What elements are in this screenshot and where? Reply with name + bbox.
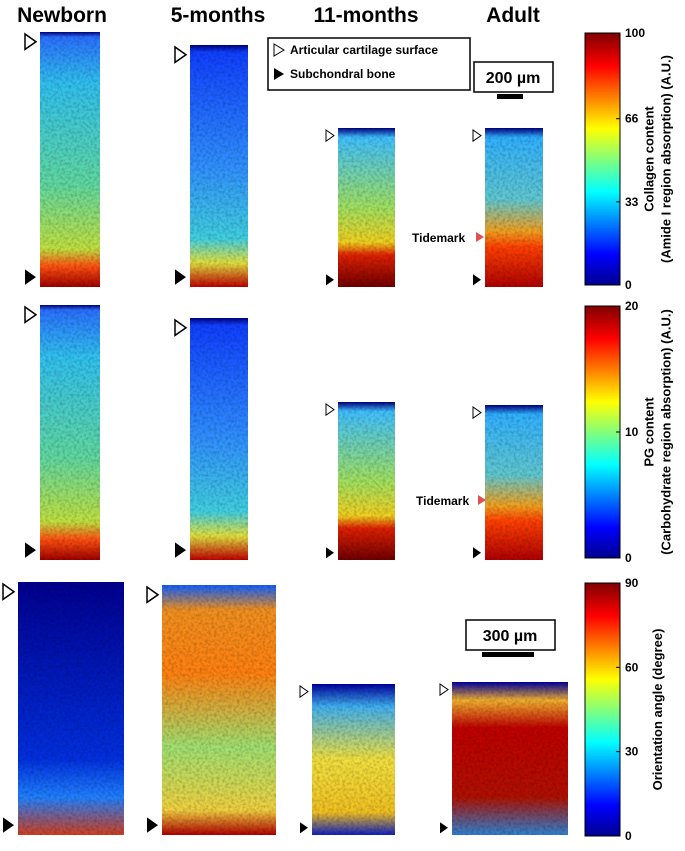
image-texture	[485, 128, 543, 287]
column-header: 11-months	[313, 4, 418, 27]
tidemark-arrow	[476, 232, 484, 242]
surface-marker	[174, 45, 188, 64]
scale-box	[473, 61, 554, 93]
bone-marker	[147, 817, 158, 833]
bone-marker	[25, 269, 36, 285]
colorbar-label: (Carbohydrate region absorption) (A.U.)	[659, 309, 674, 555]
image-texture	[190, 318, 248, 560]
scale-line	[482, 652, 534, 657]
bone-marker	[3, 817, 14, 833]
colorbar-tick-label: 33	[625, 195, 639, 209]
surface-marker	[2, 582, 16, 601]
image-texture	[40, 305, 100, 560]
surface-marker	[439, 683, 449, 697]
colorbar-tick-label: 60	[625, 660, 639, 674]
colorbar-tick-label: 66	[625, 112, 639, 126]
colorbar	[584, 582, 621, 837]
surface-marker	[325, 129, 335, 143]
colorbar	[584, 305, 621, 559]
image-texture	[338, 128, 395, 287]
image-texture	[190, 45, 248, 287]
scale-box	[465, 619, 556, 651]
surface-marker	[174, 318, 188, 337]
column-header: 5-months	[171, 4, 266, 27]
bone-marker	[473, 274, 481, 286]
colorbar-label: PG content	[642, 397, 657, 467]
column-header: Adult	[486, 4, 540, 27]
scale-line	[497, 94, 523, 99]
surface-marker	[24, 305, 38, 324]
tidemarks: Tidemark Tidemark	[412, 231, 486, 508]
bone-marker	[473, 547, 481, 559]
filled-triangle	[274, 68, 284, 80]
image-texture	[40, 32, 100, 287]
image-panels	[2, 32, 568, 835]
surface-marker	[299, 685, 309, 699]
tidemark-arrow	[478, 495, 486, 505]
surface-marker	[325, 403, 335, 417]
surface-marker	[24, 32, 38, 51]
scale-text: 300 µm	[483, 628, 538, 645]
colorbar-label: Orientation angle (degree)	[650, 629, 665, 791]
bone-marker	[300, 822, 308, 834]
bone-marker	[175, 542, 186, 558]
colorbar-tick-label: 30	[625, 745, 639, 759]
open-triangle	[273, 43, 285, 57]
scale-bar: 200 µm 300 µm	[465, 61, 556, 657]
colorbar-label: (Amide I region absorption) (A.U.)	[659, 55, 674, 263]
bone-marker	[25, 542, 36, 558]
colorbar-tick-label: 10	[625, 425, 639, 439]
colorbar	[584, 32, 621, 286]
scale-text: 200 µm	[486, 70, 541, 87]
colorbar-tick-label: 20	[625, 299, 639, 313]
image-texture	[312, 684, 395, 835]
bone-marker	[440, 822, 448, 834]
colorbar-tick-label: 0	[625, 829, 632, 843]
legend-text: Subchondral bone	[290, 67, 396, 81]
colorbar-tick-label: 100	[625, 26, 645, 40]
legend-text: Articular cartilage surface	[290, 43, 438, 57]
tidemark-label: Tidemark	[416, 494, 469, 508]
legend-box	[267, 37, 471, 91]
surface-marker	[146, 585, 160, 604]
image-texture	[485, 405, 543, 560]
colorbar-tick-label: 0	[625, 551, 632, 565]
colorbar-label: Collagen content	[642, 106, 657, 212]
bone-marker	[175, 269, 186, 285]
surface-marker	[472, 406, 482, 420]
tidemark-label: Tidemark	[412, 231, 465, 245]
colorbar-tick-label: 0	[625, 278, 632, 292]
surface-marker	[472, 129, 482, 143]
column-headers: Newborn 5-months 11-months Adult	[17, 4, 540, 27]
bone-marker	[326, 547, 334, 559]
image-texture	[338, 402, 395, 560]
colorbar-tick-label: 90	[625, 576, 639, 590]
legend: Articular cartilage surface Subchondral …	[267, 37, 471, 91]
image-texture	[162, 585, 276, 835]
image-texture	[452, 682, 568, 835]
column-header: Newborn	[17, 4, 107, 27]
image-texture	[18, 582, 124, 835]
bone-marker	[326, 274, 334, 286]
